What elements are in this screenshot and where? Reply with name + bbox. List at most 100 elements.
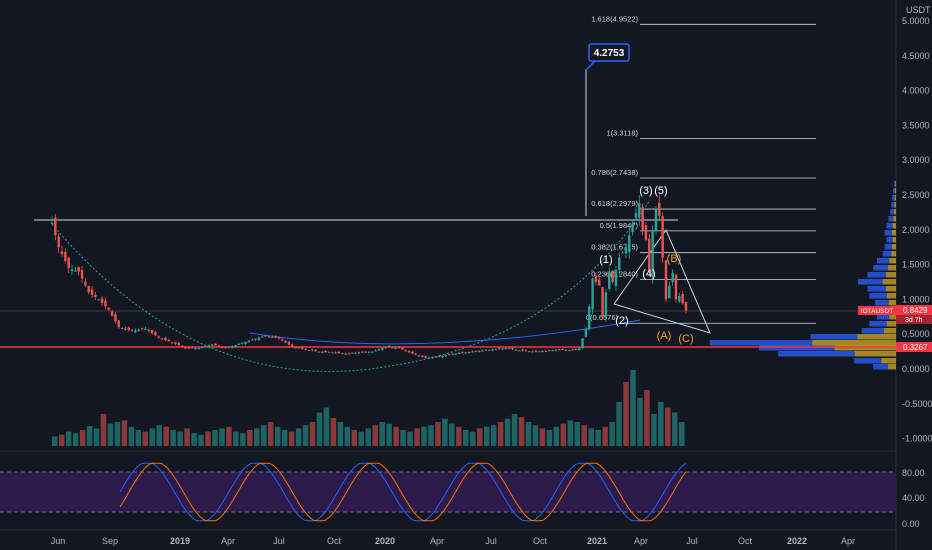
candle-body	[127, 327, 130, 330]
candle-body	[451, 353, 454, 355]
candle-body	[214, 343, 217, 346]
volume-bar	[651, 414, 657, 446]
candle-body	[668, 285, 671, 299]
candle-body	[474, 350, 477, 352]
candle-body	[484, 349, 487, 351]
candle-body	[374, 350, 377, 352]
candle-body	[281, 339, 284, 341]
candle-body	[174, 342, 177, 344]
fib-level-label: 1.618(4.9522)	[591, 14, 638, 23]
fib-level-label: 0.786(2.7438)	[591, 168, 638, 177]
volume-bar	[337, 422, 344, 446]
profile-buy-bar	[869, 321, 887, 327]
candle-body	[604, 292, 608, 318]
candle-body	[307, 350, 311, 352]
candle-body	[427, 357, 431, 359]
candle-body	[514, 349, 518, 351]
volume-bar	[421, 426, 427, 446]
candle-body	[454, 353, 457, 355]
wave-label-5: (5)	[654, 185, 667, 197]
profile-buy-bar	[869, 293, 887, 299]
profile-buy-bar	[877, 314, 890, 320]
volume-bar	[442, 418, 448, 446]
profile-buy-bar	[892, 195, 895, 201]
candle-body	[524, 350, 528, 352]
candle-body	[491, 349, 494, 351]
volume-bars	[52, 370, 685, 446]
candle-body	[257, 337, 261, 340]
price-tick-label: 0.0000	[902, 364, 930, 374]
volume-bar	[372, 425, 378, 446]
time-tick-label: Sep	[102, 536, 118, 546]
candle-body	[551, 350, 554, 352]
profile-buy-bar	[858, 279, 883, 285]
volume-bar	[295, 428, 302, 446]
candle-body	[638, 203, 641, 218]
volume-bar	[679, 422, 685, 446]
time-tick-label: Apr	[221, 536, 235, 546]
last-price-tag[interactable]	[896, 305, 932, 315]
profile-sell-bar	[894, 209, 896, 215]
price-tick-label: 2.0000	[902, 225, 930, 235]
candle-body	[494, 349, 497, 351]
callout-box	[588, 43, 630, 62]
candle-body	[154, 332, 157, 336]
volume-bar	[274, 426, 281, 446]
symbol-tag	[858, 306, 896, 315]
candle-body	[187, 347, 191, 349]
candle-body	[130, 329, 134, 331]
time-tick-label: Oct	[327, 536, 342, 546]
profile-buy-bar	[854, 358, 882, 364]
candle-body	[347, 353, 351, 355]
volume-bar	[316, 412, 323, 446]
candle-body	[361, 351, 364, 353]
price-tick-label: 4.5000	[902, 51, 930, 61]
candle-body	[437, 356, 441, 358]
support-price-tag	[896, 342, 932, 352]
moving-average	[249, 319, 641, 345]
volume-bar	[616, 402, 622, 446]
candle-body	[477, 350, 481, 352]
price-tick-label: 2.5000	[902, 190, 930, 200]
candle-body	[217, 345, 221, 347]
wave-label-c: (C)	[678, 333, 693, 345]
candle-body	[571, 349, 574, 351]
volume-bar	[128, 426, 135, 446]
profile-sell-bar	[854, 351, 896, 357]
candle-body	[104, 300, 107, 307]
profile-buy-bar	[810, 334, 858, 340]
candle-body	[651, 229, 654, 277]
price-tick-label: 1.5000	[902, 260, 930, 270]
time-tick-label: Apr	[841, 536, 855, 546]
candle-body	[311, 349, 314, 351]
candle-body	[157, 336, 160, 338]
price-tick-label: -0.5000	[902, 399, 932, 409]
volume-bar	[52, 436, 58, 446]
candle-body	[94, 295, 97, 298]
volume-bar	[456, 426, 462, 446]
volume-bar	[184, 428, 190, 446]
profile-buy-bar	[873, 364, 889, 370]
time-tick-label: 2021	[587, 536, 607, 546]
volume-bar	[386, 423, 392, 446]
candle-body	[434, 356, 437, 358]
candle-body	[628, 235, 631, 253]
stoch-tick-label: 40.00	[902, 493, 925, 503]
candle-body	[621, 252, 624, 254]
candle-body	[267, 336, 271, 338]
wave-label-a: (A)	[657, 330, 672, 342]
profile-sell-bar	[892, 244, 896, 250]
candle-body	[507, 347, 511, 349]
callout-value: 4.2753	[594, 48, 625, 59]
candle-body	[401, 347, 404, 350]
countdown-value: 3d 7h	[905, 317, 923, 324]
candle-body	[598, 279, 601, 286]
volume-bar	[288, 431, 295, 446]
candle-body	[67, 257, 70, 269]
candle-body	[254, 338, 257, 340]
profile-sell-bar	[892, 230, 896, 236]
candle-body	[70, 269, 74, 271]
candle-body	[574, 349, 578, 351]
volume-bar	[267, 422, 274, 446]
